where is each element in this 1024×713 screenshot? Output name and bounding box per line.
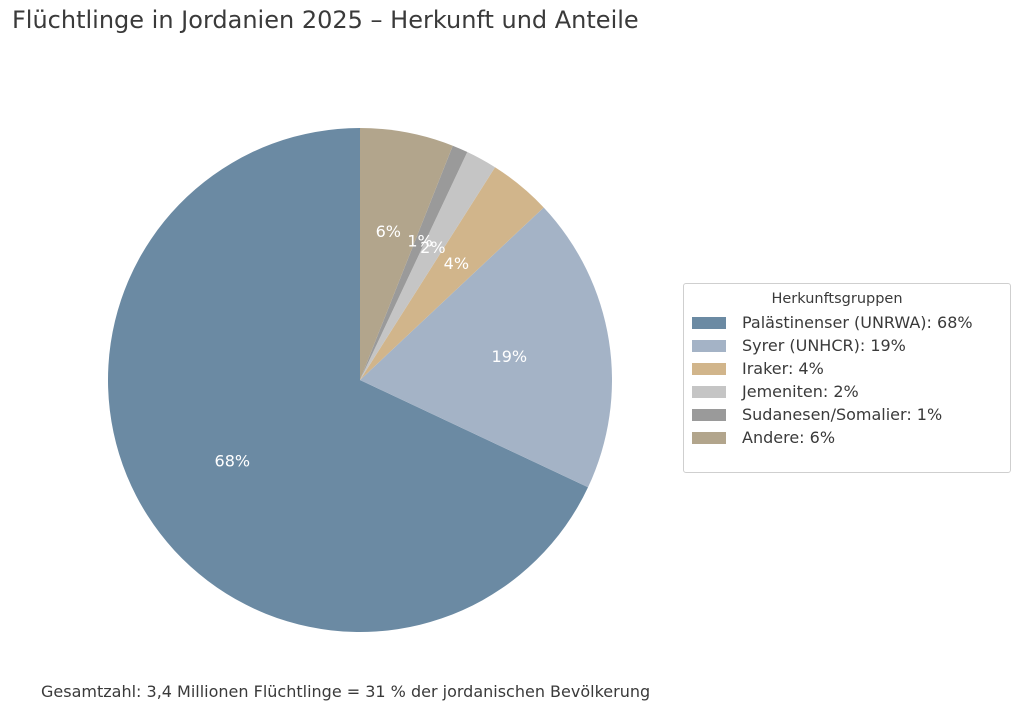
legend-swatch (692, 431, 726, 444)
pie-slice-pal-stinenser-unrwa (108, 128, 589, 632)
legend-item: Palästinenser (UNRWA): 68% (684, 311, 1010, 334)
legend-label: Andere: 6% (742, 428, 836, 447)
slice-label: 19% (492, 347, 528, 366)
legend-label: Palästinenser (UNRWA): 68% (742, 313, 973, 332)
slice-label: 6% (376, 222, 401, 241)
slice-label: 1% (407, 232, 432, 251)
legend-swatch (692, 385, 726, 398)
legend-items: Palästinenser (UNRWA): 68% Syrer (UNHCR):… (684, 311, 1010, 449)
legend-label: Syrer (UNHCR): 19% (742, 336, 906, 355)
legend-item: Jemeniten: 2% (684, 380, 1010, 403)
slice-label: 2% (420, 238, 445, 257)
slice-label: 68% (215, 452, 251, 471)
legend-swatch (692, 339, 726, 352)
footnote: Gesamtzahl: 3,4 Millionen Flüchtlinge = … (41, 682, 651, 701)
pie-slice-labels: 68% 19% 4%2%1% 6% (215, 222, 528, 471)
legend-item: Iraker: 4% (684, 357, 1010, 380)
legend-swatch (692, 316, 726, 329)
legend-item: Syrer (UNHCR): 19% (684, 334, 1010, 357)
pie-slices (108, 128, 612, 632)
chart-title: Flüchtlinge in Jordanien 2025 – Herkunft… (12, 6, 639, 34)
pie-slice-jemeniten (360, 151, 496, 380)
chart-legend: Herkunftsgruppen Palästinenser (UNRWA): … (683, 283, 1011, 473)
pie-slice-sudanesen-somalier (360, 145, 468, 380)
legend-label: Jemeniten: 2% (742, 382, 859, 401)
legend-item: Andere: 6% (684, 426, 1010, 449)
legend-item: Sudanesen/Somalier: 1% (684, 403, 1010, 426)
legend-swatch (692, 362, 726, 375)
pie-slice-andere (360, 128, 453, 380)
legend-label: Iraker: 4% (742, 359, 824, 378)
legend-title: Herkunftsgruppen (771, 291, 903, 307)
legend-label: Sudanesen/Somalier: 1% (742, 405, 943, 424)
legend-swatch (692, 408, 726, 421)
pie-slice-syrer-unhcr (360, 207, 612, 488)
pie-slice-iraker (360, 167, 544, 380)
slice-label: 4% (444, 254, 469, 273)
